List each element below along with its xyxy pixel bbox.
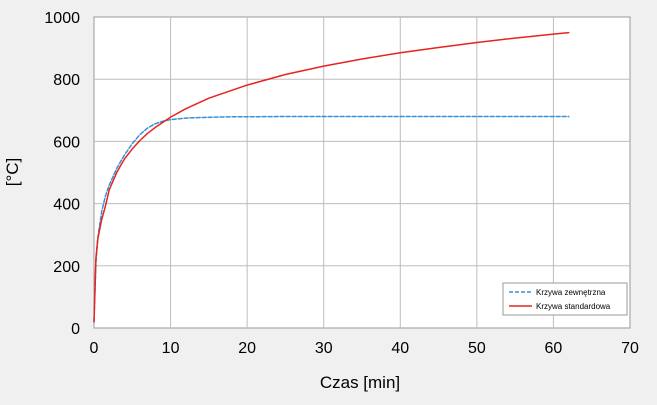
y-tick-label: 200 (53, 259, 80, 276)
legend-label-krzywa-standardowa: Krzywa standardowa (536, 302, 611, 311)
y-tick-label: 400 (53, 197, 80, 214)
x-tick-label: 70 (621, 340, 639, 357)
series-line-1 (93, 31, 570, 323)
grid-lines (94, 17, 630, 328)
x-axis-title: Czas [min] (320, 373, 400, 392)
legend: Krzywa zewnętrzna Krzywa standardowa (502, 282, 628, 316)
legend-label-krzywa-zewnetrzna: Krzywa zewnętrzna (536, 288, 606, 297)
x-tick-label: 50 (468, 340, 486, 357)
x-tick-label: 40 (391, 340, 409, 357)
series-line-0 (93, 115, 570, 323)
legend-box (502, 282, 628, 316)
plot-area (93, 16, 631, 329)
y-tick-label: 0 (71, 321, 80, 338)
x-tick-label: 10 (162, 340, 180, 357)
x-tick-label: 30 (315, 340, 333, 357)
y-tick-label: 800 (53, 72, 80, 89)
y-tick-label: 600 (53, 134, 80, 151)
y-tick-label: 1000 (44, 10, 80, 27)
x-tick-label: 60 (545, 340, 563, 357)
y-axis-title: [°C] (3, 158, 22, 187)
x-tick-label: 0 (90, 340, 99, 357)
tick-labels: 0 10 20 30 40 50 60 70 0 200 400 600 800 1000 (44, 10, 639, 357)
x-tick-label: 20 (238, 340, 256, 357)
data-series (93, 31, 570, 323)
